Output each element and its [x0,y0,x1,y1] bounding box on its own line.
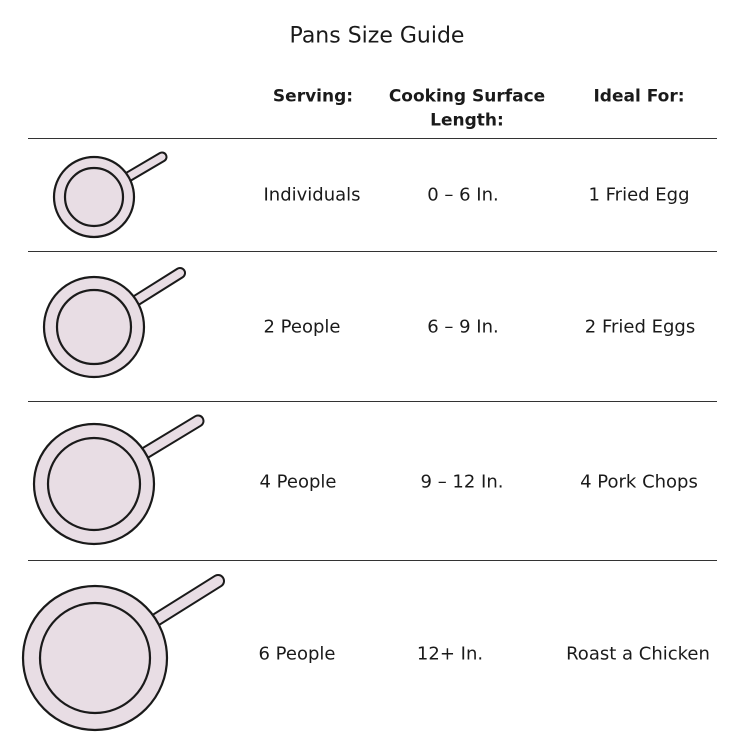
pan-surface-icon [46,436,142,532]
divider [28,251,717,252]
page-title: Pans Size Guide [289,23,465,49]
header-ideal: Ideal For: [593,86,685,107]
row-4-serving: 6 People [258,643,336,665]
row-1-serving: Individuals [263,184,361,206]
row-4-ideal: Roast a Chicken [566,643,710,665]
pan-surface-icon [38,601,152,715]
row-4-surface: 12+ In. [416,643,484,665]
row-2-surface: 6 – 9 In. [427,316,499,338]
row-3-surface: 9 – 12 In. [420,471,504,493]
divider [28,560,717,561]
row-2-serving: 2 People [263,316,341,338]
header-surface-line2: Length: [430,110,504,131]
row-3-serving: 4 People [259,471,337,493]
divider [28,138,717,139]
pan-surface-icon [55,288,133,366]
divider [28,401,717,402]
row-2-ideal: 2 Fried Eggs [584,316,696,338]
pan-surface-icon [63,166,125,228]
row-1-surface: 0 – 6 In. [427,184,499,206]
header-surface-line1: Cooking Surface [388,86,546,107]
header-serving: Serving: [272,86,354,107]
row-3-ideal: 4 Pork Chops [580,471,698,493]
row-1-ideal: 1 Fried Egg [588,184,690,206]
